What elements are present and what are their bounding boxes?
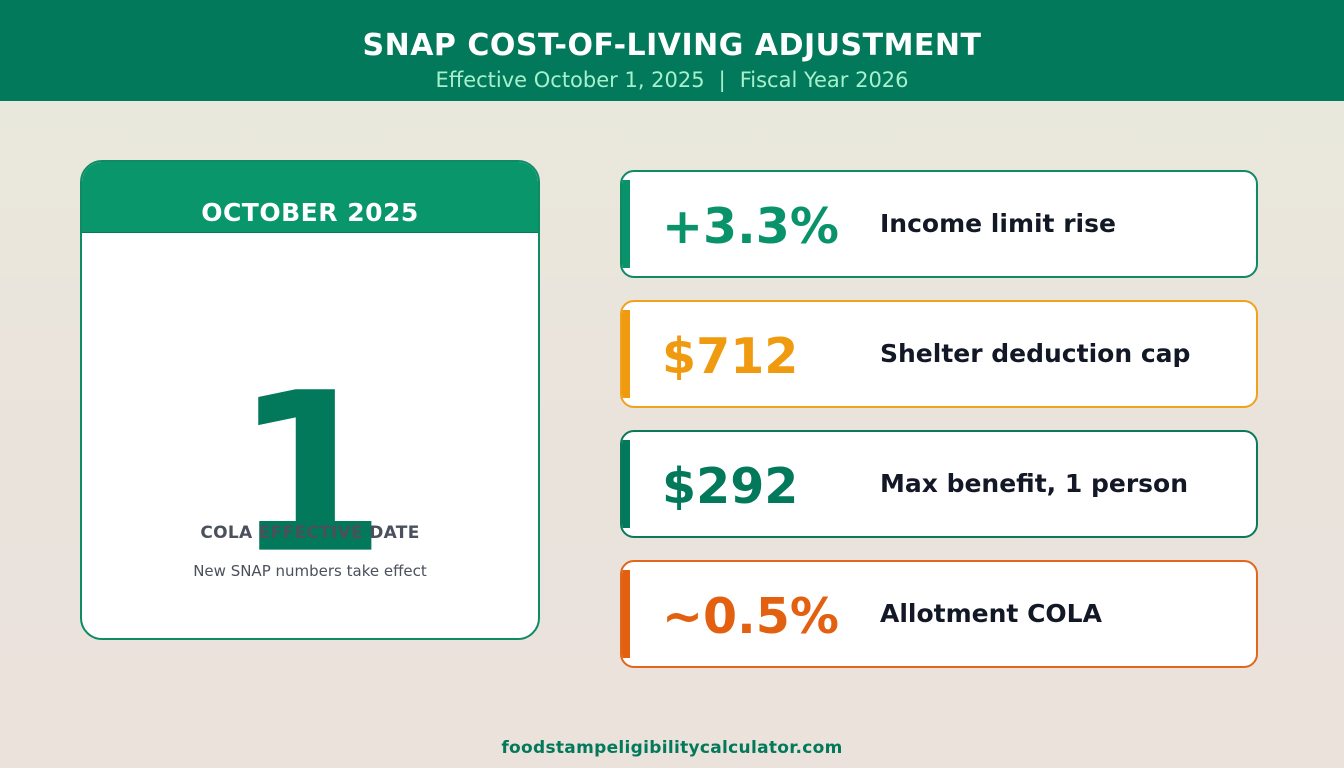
calendar-month: OCTOBER 2025 bbox=[201, 198, 419, 227]
calendar-header: OCTOBER 2025 bbox=[82, 162, 538, 233]
stat-accent-bar bbox=[622, 180, 630, 268]
stat-label: Max benefit, 1 person bbox=[880, 469, 1188, 498]
header-banner: SNAP COST-OF-LIVING ADJUSTMENT Effective… bbox=[0, 0, 1344, 101]
stat-card-allotment-cola: ~0.5% Allotment COLA bbox=[620, 560, 1258, 668]
stat-card-shelter-deduction: $712 Shelter deduction cap bbox=[620, 300, 1258, 408]
fiscal-year-text: Fiscal Year 2026 bbox=[739, 68, 909, 92]
subtitle-separator: | bbox=[718, 68, 726, 92]
stat-label: Shelter deduction cap bbox=[880, 339, 1191, 368]
stat-card-income-limit: +3.3% Income limit rise bbox=[620, 170, 1258, 278]
stat-accent-bar bbox=[622, 570, 630, 658]
effective-date-text: Effective October 1, 2025 bbox=[435, 68, 705, 92]
stat-accent-bar bbox=[622, 310, 630, 398]
page-title: SNAP COST-OF-LIVING ADJUSTMENT bbox=[362, 28, 982, 63]
stat-value: $712 bbox=[662, 328, 799, 385]
stat-value: ~0.5% bbox=[662, 588, 839, 645]
stat-value: $292 bbox=[662, 458, 799, 515]
calendar-card: OCTOBER 2025 1 COLA EFFECTIVE DATE New S… bbox=[80, 160, 540, 640]
calendar-note: New SNAP numbers take effect bbox=[193, 562, 427, 580]
stat-label: Allotment COLA bbox=[880, 599, 1102, 628]
footer-site-link[interactable]: foodstampeligibilitycalculator.com bbox=[501, 738, 843, 758]
calendar-day-number: 1 bbox=[233, 345, 387, 602]
calendar-label: COLA EFFECTIVE DATE bbox=[200, 523, 420, 543]
stat-label: Income limit rise bbox=[880, 209, 1116, 238]
stat-accent-bar bbox=[622, 440, 630, 528]
page-subtitle: Effective October 1, 2025 | Fiscal Year 20… bbox=[0, 68, 1344, 92]
stat-card-max-benefit: $292 Max benefit, 1 person bbox=[620, 430, 1258, 538]
stat-value: +3.3% bbox=[662, 198, 839, 255]
